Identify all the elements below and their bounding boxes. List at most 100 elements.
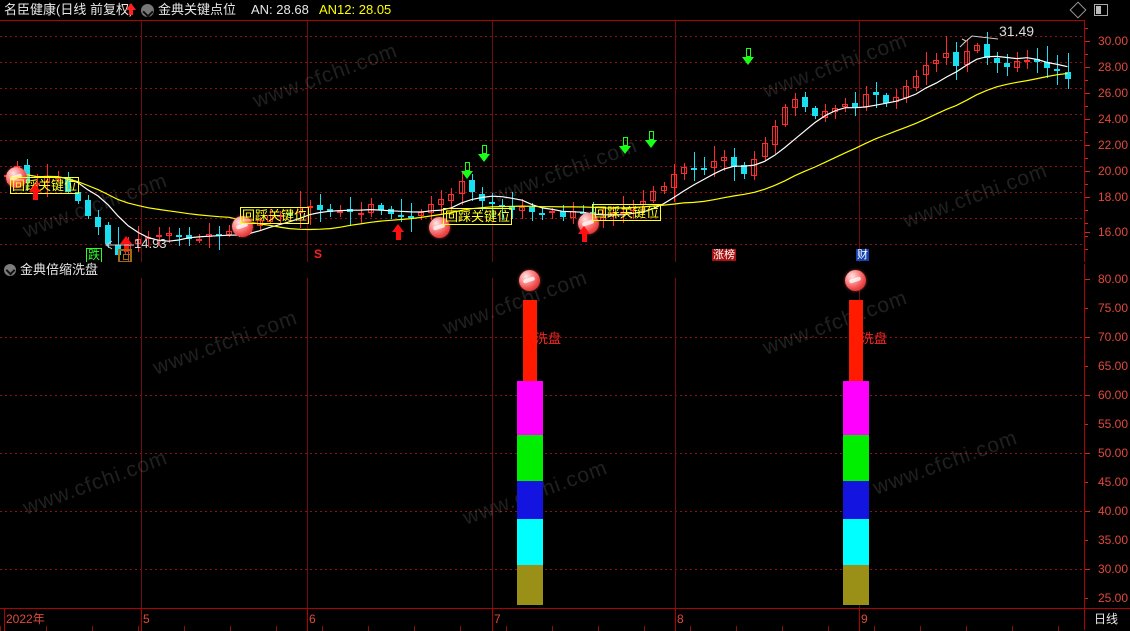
sell-signal-arrow-icon [461, 162, 474, 179]
time-axis-minor-tick [1012, 626, 1013, 631]
candle-wick [491, 193, 493, 219]
gridline [0, 337, 1084, 338]
axis-minor-tick [1085, 106, 1088, 107]
axis-minor-tick [1085, 93, 1088, 94]
diamond-icon[interactable] [1069, 1, 1087, 19]
candle-body [357, 212, 364, 215]
time-axis-tick [4, 609, 5, 631]
candle-body [1054, 68, 1061, 71]
sub-axis-label: 30.00 [1097, 562, 1128, 576]
candle-wick [714, 145, 715, 177]
time-axis-minor-tick [368, 626, 369, 631]
candle-body [781, 107, 788, 125]
price-axis-label: 24.00 [1097, 112, 1128, 126]
candle-wick [219, 225, 221, 250]
indicator-name[interactable]: 金典关键点位 [158, 2, 237, 17]
time-axis-minor-tick [184, 626, 185, 631]
axis-tick [1085, 337, 1090, 338]
time-axis[interactable]: 2022年 5 6 7 8 9 日线 [0, 608, 1130, 631]
sub-indicator-axis[interactable]: 80.00 75.00 70.00 65.00 60.00 55.00 50.00 45.00… [1084, 264, 1130, 608]
gridline [0, 36, 1084, 37]
candle-body [367, 203, 374, 213]
wash-stacked-bar [843, 278, 869, 608]
time-axis-tick [141, 609, 142, 631]
candle-body [276, 214, 283, 217]
wash-bar-segment-magenta [843, 380, 869, 435]
candle-body [438, 199, 445, 205]
buy-signal-arrow-icon [578, 226, 591, 242]
sub-axis-label: 55.00 [1097, 417, 1128, 431]
gridline [0, 192, 1084, 193]
candle-body [721, 156, 728, 161]
chevron-down-circle-icon[interactable] [4, 264, 16, 276]
month-gridline [307, 21, 308, 263]
candle-wick [47, 163, 49, 197]
month-gridline [675, 278, 676, 608]
time-axis-minor-tick [736, 626, 737, 631]
price-axis[interactable]: 30.00 28.00 26.00 24.00 22.00 20.00 18.00 16.00 [1084, 20, 1130, 262]
sub-axis-label: 50.00 [1097, 446, 1128, 460]
candle-wick [310, 199, 311, 225]
chevron-down-circle-icon[interactable] [141, 4, 154, 17]
axis-minor-tick [1085, 41, 1088, 42]
time-axis-minor-tick [598, 626, 599, 631]
candle-body [993, 58, 1000, 63]
candle-wick [431, 195, 433, 221]
rank-tag: 涨榜 [712, 249, 736, 261]
sell-signal-arrow-icon [478, 145, 491, 162]
candle-wick [512, 192, 513, 219]
candle-wick [501, 198, 503, 220]
watermark: www.cfchi.com [760, 286, 911, 360]
candle-body [74, 192, 81, 202]
candle-body [943, 52, 950, 59]
key-level-label: 回踩关键位 [10, 177, 80, 194]
buy-signal-arrow-icon [392, 224, 405, 240]
candle-wick [370, 198, 372, 217]
wash-bar-label: 洗盘 [861, 331, 888, 347]
candle-body [660, 186, 667, 192]
stock-title[interactable]: 名臣健康(日线 前复权) [4, 2, 134, 17]
time-axis-minor-tick [1058, 626, 1059, 631]
axis-tick [1085, 232, 1090, 233]
time-axis-label: 6 [309, 612, 316, 626]
candle-body [923, 64, 930, 75]
candle-wick [613, 205, 614, 227]
key-level-ball-icon [232, 216, 253, 237]
panel-toggle-icon[interactable] [1094, 4, 1108, 16]
candle-body [690, 167, 697, 170]
candle-body [711, 161, 717, 168]
candle-wick [400, 198, 402, 222]
price-axis-label: 20.00 [1097, 164, 1128, 178]
time-axis-tick [307, 609, 308, 631]
chart-header-bar: 名臣健康(日线 前复权) 金典关键点位 AN: 28.68 AN12: 28.0… [0, 0, 1130, 20]
candle-body [286, 213, 293, 216]
gridline [0, 140, 1084, 141]
wash-bar-segment-olive [843, 564, 869, 606]
time-axis-label: 7 [494, 612, 501, 626]
axis-minor-tick [1085, 145, 1088, 146]
wash-indicator-pane[interactable]: www.cfchi.com www.cfchi.com www.cfchi.co… [0, 266, 1084, 608]
candle-wick [926, 51, 928, 86]
axis-minor-tick [1085, 171, 1088, 172]
wash-signal-ball-icon [845, 269, 866, 291]
sub-axis-label: 40.00 [1097, 504, 1128, 518]
candle-body [468, 179, 475, 192]
gridline [0, 62, 1084, 63]
key-level-label: 回踩关键位 [240, 207, 310, 224]
price-chart-pane[interactable]: www.cfchi.com www.cfchi.com www.cfchi.co… [0, 20, 1084, 272]
sell-signal-arrow-icon [742, 48, 755, 65]
axis-minor-tick [1085, 197, 1088, 198]
axis-tick [1085, 482, 1088, 483]
axis-tick [1085, 540, 1088, 541]
candle-body [226, 230, 233, 235]
sub-axis-label: 60.00 [1097, 388, 1128, 402]
candle-wick [299, 190, 301, 229]
sub-axis-label: 25.00 [1097, 591, 1128, 605]
time-axis-minor-tick [690, 626, 691, 631]
candle-wick [683, 162, 685, 180]
watermark: www.cfchi.com [440, 266, 591, 340]
sub-indicator-title[interactable]: 金典倍缩洗盘 [20, 262, 99, 277]
candle-body [266, 215, 273, 222]
wash-bar-segment-olive [517, 564, 543, 606]
